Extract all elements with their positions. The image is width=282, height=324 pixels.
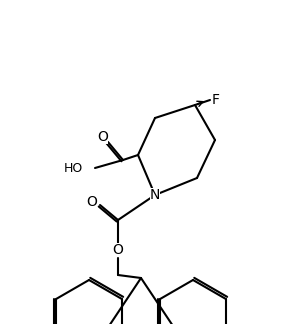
- Text: O: O: [98, 130, 109, 144]
- Text: F: F: [212, 93, 220, 107]
- Text: O: O: [113, 243, 124, 257]
- Text: O: O: [87, 195, 98, 209]
- Text: HO: HO: [64, 161, 83, 175]
- Text: N: N: [150, 188, 160, 202]
